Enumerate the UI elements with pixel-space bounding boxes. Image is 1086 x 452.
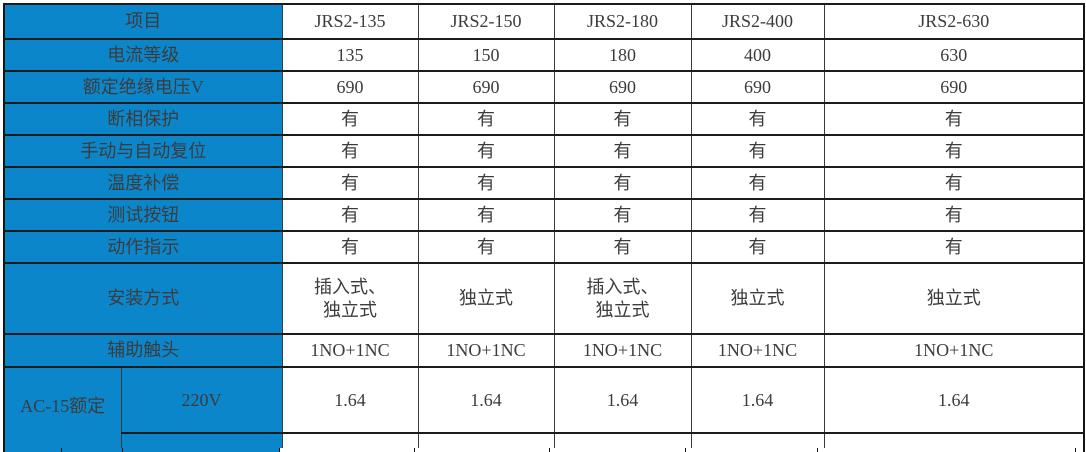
value-cell: 有 — [417, 230, 555, 264]
row-label: 测试按钮 — [3, 198, 283, 232]
ac15-label-line1: AC-15额定 — [20, 395, 106, 416]
value-cell: 1.64 — [823, 365, 1085, 435]
value-cell: 有 — [553, 166, 692, 200]
value-cell: 135 — [281, 38, 419, 72]
value-cell: 1.64 — [281, 365, 419, 435]
value-cell: 有 — [417, 198, 555, 232]
header-item-label: 项目 — [3, 3, 283, 40]
value-cell: 690 — [690, 70, 825, 104]
table-row-ac15-380v: 380V 0.95 0.95 0.95 0.95 0.95 — [4, 432, 1085, 452]
value-cell: 1.64 — [690, 365, 825, 435]
value-cell: 有 — [281, 230, 419, 264]
table-row-test-button: 测试按钮 有 有 有 有 有 — [3, 198, 1085, 232]
value-cell: 独立式 — [823, 262, 1085, 335]
value-cell: 有 — [417, 134, 555, 168]
value-cell: 1NO+1NC — [690, 333, 825, 368]
row-label: 温度补偿 — [3, 166, 283, 200]
row-label: 安装方式 — [3, 262, 283, 335]
truncated-cell — [280, 448, 415, 452]
value-cell: 有 — [417, 166, 555, 200]
value-cell: 有 — [553, 198, 692, 232]
value-cell: 独立式 — [417, 262, 555, 335]
value-cell: 插入式、 独立式 — [281, 262, 419, 335]
value-cell: 400 — [690, 38, 825, 72]
value-cell: 690 — [553, 70, 692, 104]
value-cell: 独立式 — [690, 262, 825, 335]
table-row-insulation-voltage: 额定绝缘电压V 690 690 690 690 690 — [3, 70, 1085, 104]
header-model-jrs2-630: JRS2-630 — [823, 3, 1085, 40]
value-cell: 有 — [690, 230, 825, 264]
value-cell: 有 — [553, 102, 692, 136]
row-label: 断相保护 — [3, 102, 283, 136]
truncated-cell — [123, 448, 280, 452]
truncated-cell — [415, 448, 550, 452]
truncated-cell — [550, 448, 686, 452]
value-cell: 150 — [417, 38, 555, 72]
value-cell: 1NO+1NC — [281, 333, 419, 368]
truncated-cell — [686, 448, 818, 452]
ac15-voltage-380v: 380V — [120, 432, 283, 452]
header-model-jrs2-180: JRS2-180 — [553, 3, 692, 40]
value-cell: 有 — [690, 166, 825, 200]
header-model-jrs2-150: JRS2-150 — [417, 3, 555, 40]
value-cell: 1.64 — [553, 365, 692, 435]
value-cell: 有 — [823, 134, 1085, 168]
row-label: 额定绝缘电压V — [3, 70, 283, 104]
value-cell: 有 — [417, 102, 555, 136]
value-cell: 有 — [281, 134, 419, 168]
table-row-temperature-compensation: 温度补偿 有 有 有 有 有 — [3, 166, 1085, 200]
row-label: 辅助触头 — [3, 333, 283, 368]
truncated-cell — [818, 448, 1076, 452]
ac15-voltage-220v: 220V — [120, 365, 283, 435]
row-label: 电流等级 — [3, 38, 283, 72]
value-cell: 690 — [281, 70, 419, 104]
value-cell: 有 — [281, 166, 419, 200]
value-cell: 有 — [690, 134, 825, 168]
value-cell: 有 — [690, 102, 825, 136]
table-row-manual-auto-reset: 手动与自动复位 有 有 有 有 有 — [3, 134, 1085, 168]
table-row-phase-failure-protection: 断相保护 有 有 有 有 有 — [3, 102, 1085, 136]
value-cell: 有 — [281, 102, 419, 136]
row-label: 动作指示 — [3, 230, 283, 264]
table-row-ac15-220v: AC-15额定 工作电流A 220V 1.64 1.64 1.64 1.64 1… — [3, 365, 1085, 452]
header-model-jrs2-400: JRS2-400 — [690, 3, 825, 40]
value-cell: 有 — [690, 198, 825, 232]
value-cell: 插入式、 独立式 — [553, 262, 692, 335]
ac15-section-label: AC-15额定 工作电流A — [3, 366, 122, 452]
table-row-action-indication: 动作指示 有 有 有 有 有 — [3, 230, 1085, 264]
truncated-next-row — [3, 448, 1076, 452]
value-cell: 1NO+1NC — [823, 333, 1085, 368]
value-cell: 1.64 — [417, 365, 555, 435]
value-cell: 有 — [823, 230, 1085, 264]
value-cell: 1NO+1NC — [553, 333, 692, 368]
value-cell: 630 — [823, 38, 1085, 72]
value-cell: 690 — [823, 70, 1085, 104]
value-cell: 690 — [417, 70, 555, 104]
truncated-cell — [62, 448, 123, 452]
value-cell: 0.95 — [823, 432, 1085, 452]
row-label: 手动与自动复位 — [3, 134, 283, 168]
value-cell: 有 — [553, 230, 692, 264]
value-cell: 1NO+1NC — [417, 333, 555, 368]
truncated-cell — [3, 448, 62, 452]
table-row-header: 项目 JRS2-135 JRS2-150 JRS2-180 JRS2-400 J… — [3, 3, 1085, 40]
table-row-mounting-style: 安装方式 插入式、 独立式 独立式 插入式、 独立式 独立式 独立式 — [3, 262, 1085, 335]
header-model-jrs2-135: JRS2-135 — [281, 3, 419, 40]
value-cell: 有 — [823, 166, 1085, 200]
value-cell: 有 — [823, 102, 1085, 136]
relay-spec-table: 项目 JRS2-135 JRS2-150 JRS2-180 JRS2-400 J… — [3, 3, 1085, 452]
table-row-auxiliary-contacts: 辅助触头 1NO+1NC 1NO+1NC 1NO+1NC 1NO+1NC 1NO… — [3, 333, 1085, 368]
value-cell: 有 — [553, 134, 692, 168]
table-row-current-rating: 电流等级 135 150 180 400 630 — [3, 38, 1085, 72]
value-cell: 有 — [823, 198, 1085, 232]
value-cell: 有 — [281, 198, 419, 232]
value-cell: 180 — [553, 38, 692, 72]
